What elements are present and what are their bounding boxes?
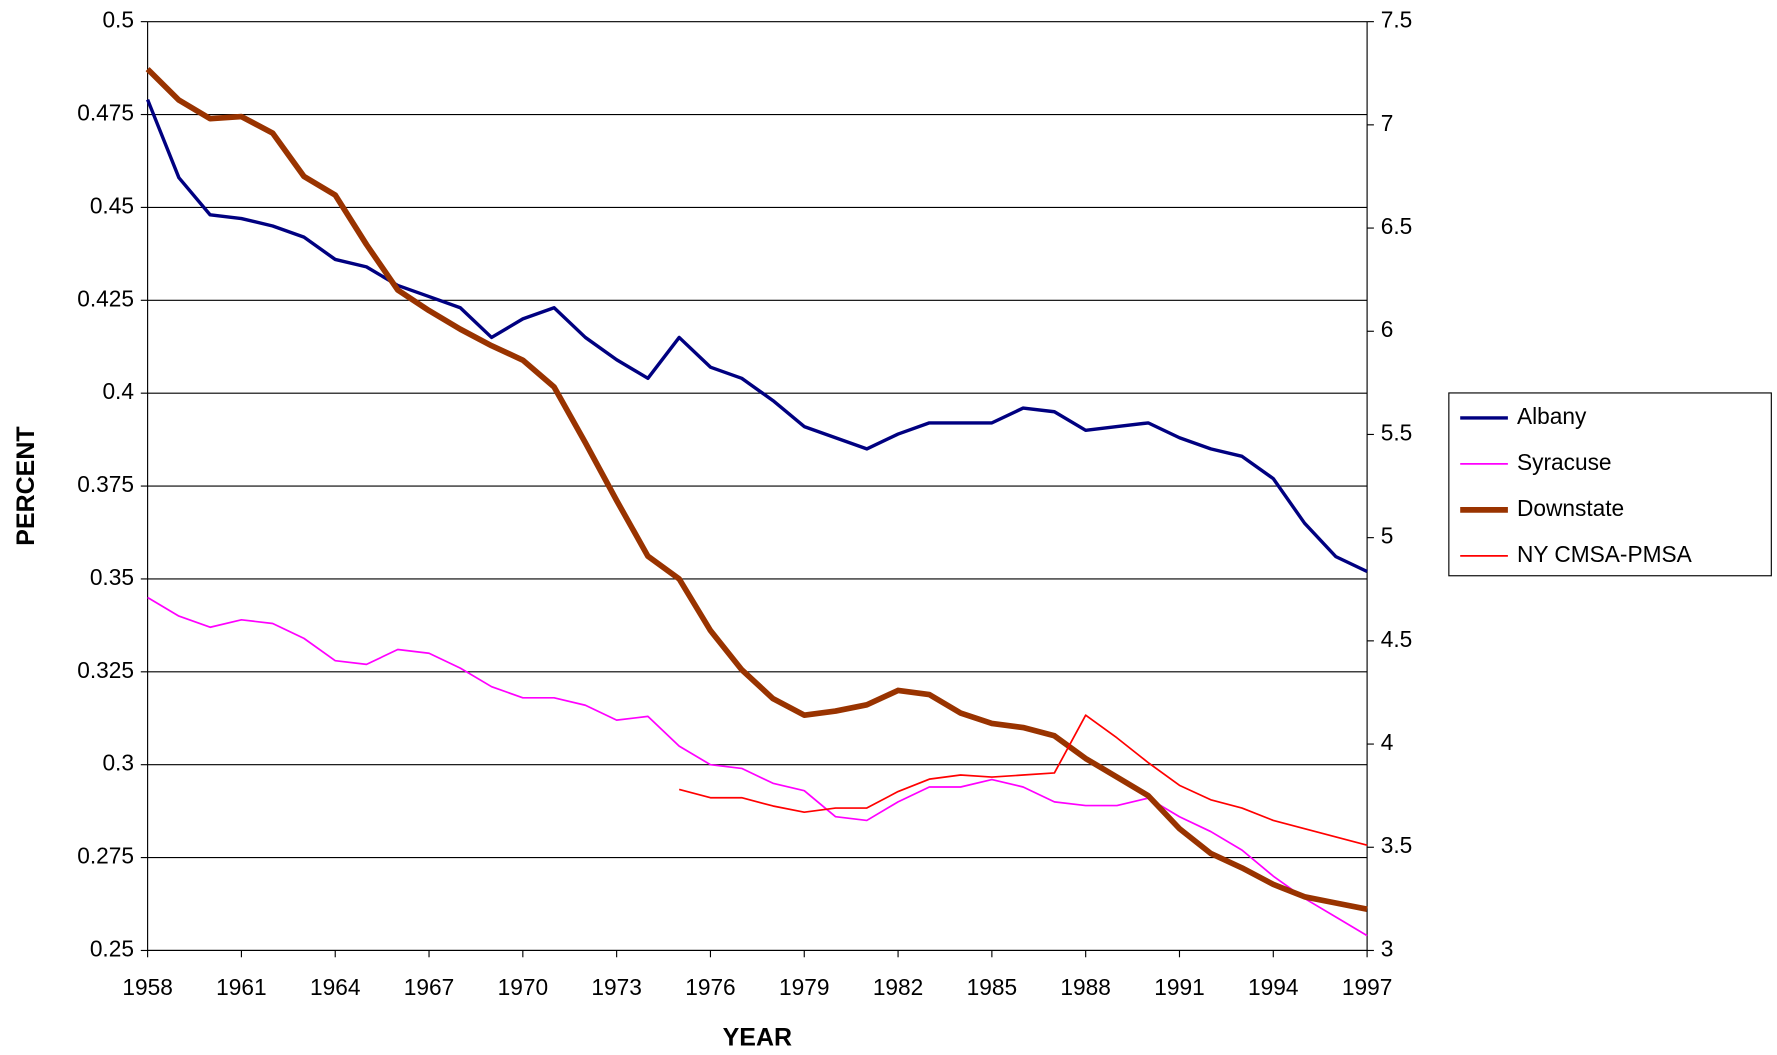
- x-tick-label: 1961: [216, 974, 266, 1000]
- x-tick-label: 1967: [404, 974, 454, 1000]
- x-tick-label: 1976: [685, 974, 735, 1000]
- series-line: [678, 714, 1368, 847]
- legend-label: NY CMSA-PMSA: [1517, 541, 1693, 567]
- x-axis-title: YEAR: [723, 1024, 792, 1052]
- legend-label: Downstate: [1517, 495, 1624, 521]
- y-tick-label: 0.25: [90, 935, 134, 961]
- y2-tick-label: 4.5: [1381, 626, 1413, 652]
- legend-label: Syracuse: [1517, 449, 1612, 475]
- x-tick-label: 1994: [1248, 974, 1298, 1000]
- x-tick-label: 1973: [591, 974, 641, 1000]
- y2-tick-label: 4: [1381, 729, 1394, 755]
- x-tick-label: 1970: [498, 974, 548, 1000]
- y2-tick-label: 5.5: [1381, 419, 1413, 445]
- x-tick-label: 1979: [779, 974, 829, 1000]
- y-tick-label: 0.5: [102, 7, 134, 33]
- x-tick-label: 1964: [310, 974, 360, 1000]
- y2-tick-label: 5: [1381, 523, 1394, 549]
- y-tick-label: 0.35: [90, 564, 134, 590]
- series-line: [146, 99, 1368, 574]
- y2-tick-label: 3: [1381, 935, 1394, 961]
- y2-tick-label: 7: [1381, 110, 1394, 136]
- y-tick-label: 0.3: [102, 750, 134, 776]
- y2-tick-label: 6.5: [1381, 213, 1413, 239]
- y2-tick-label: 3.5: [1381, 832, 1413, 858]
- y-tick-label: 0.4: [102, 378, 134, 404]
- series-line: [147, 596, 1368, 937]
- y-tick-label: 0.425: [77, 285, 134, 311]
- y2-tick-label: 7.5: [1381, 7, 1413, 33]
- y-axis-title: PERCENT: [12, 426, 40, 545]
- y2-tick-label: 6: [1381, 316, 1394, 342]
- x-tick-label: 1997: [1342, 974, 1392, 1000]
- y-tick-label: 0.475: [77, 100, 134, 126]
- series-line: [145, 67, 1368, 912]
- legend-label: Albany: [1517, 403, 1587, 429]
- y-tick-label: 0.275: [77, 843, 134, 869]
- legend-box: [1448, 392, 1772, 577]
- y-tick-label: 0.45: [90, 192, 134, 218]
- x-tick-label: 1958: [122, 974, 172, 1000]
- x-tick-label: 1991: [1154, 974, 1204, 1000]
- y-tick-label: 0.325: [77, 657, 134, 683]
- x-tick-label: 1988: [1060, 974, 1110, 1000]
- x-tick-label: 1985: [967, 974, 1017, 1000]
- x-tick-label: 1982: [873, 974, 923, 1000]
- y-tick-label: 0.375: [77, 471, 134, 497]
